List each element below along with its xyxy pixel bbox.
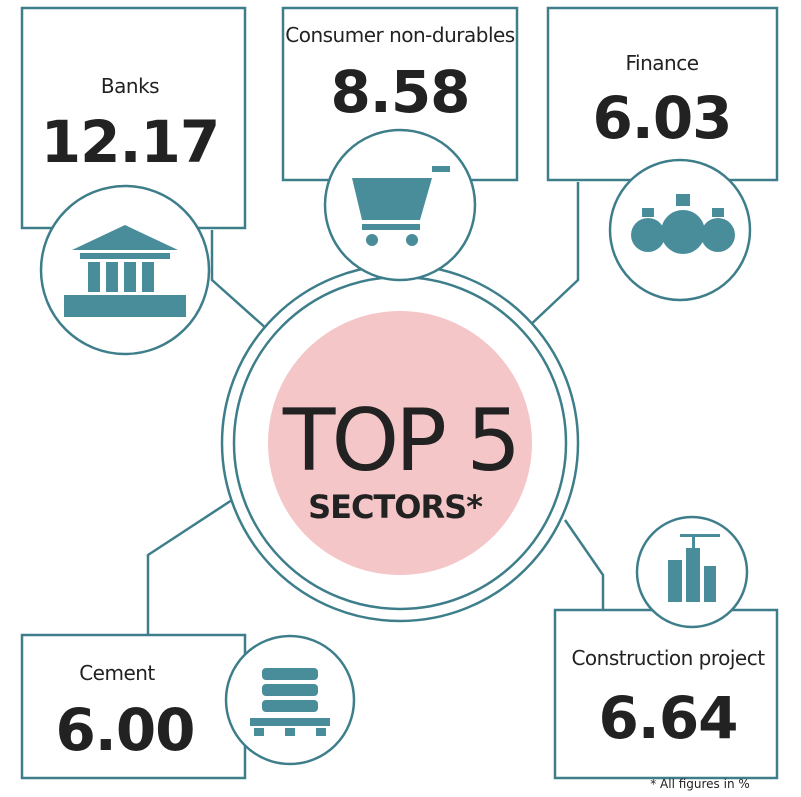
- sector-name: Cement: [79, 661, 155, 685]
- sector-name: Construction project: [571, 646, 765, 670]
- center-title: TOP 5: [282, 391, 517, 491]
- sector-value: 12.17: [41, 108, 219, 176]
- sector-name: Consumer non-durables: [285, 23, 515, 47]
- connectors: [146, 182, 605, 635]
- cart-icon: [352, 166, 450, 246]
- connector: [524, 182, 580, 331]
- sector-box: [553, 608, 779, 780]
- sector-value: 8.58: [330, 58, 469, 126]
- cement-icon: [250, 668, 330, 736]
- money-bags-icon: [631, 194, 735, 254]
- bank-icon: [64, 225, 186, 317]
- connector: [146, 498, 233, 635]
- sector-value: 6.03: [592, 84, 731, 152]
- connector: [210, 230, 269, 331]
- building-icon: [668, 534, 720, 602]
- center-subtitle: SECTORS*: [308, 488, 483, 526]
- sector-name: Finance: [625, 51, 698, 75]
- sector-value: 6.00: [55, 696, 194, 764]
- connector: [563, 519, 605, 610]
- center-disc: [268, 311, 532, 575]
- sector-name: Banks: [101, 74, 159, 98]
- sector-box: [20, 633, 247, 780]
- sector-value: 6.64: [598, 684, 737, 752]
- footnote: * All figures in %: [650, 777, 750, 791]
